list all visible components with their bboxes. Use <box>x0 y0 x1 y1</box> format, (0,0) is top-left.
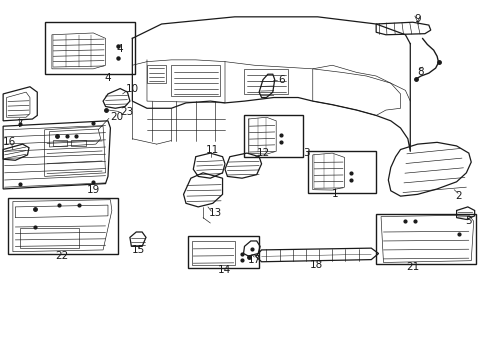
Text: 1: 1 <box>331 189 337 199</box>
Text: 17: 17 <box>247 255 260 265</box>
Text: 23: 23 <box>120 107 133 117</box>
Text: 2: 2 <box>455 191 462 201</box>
Text: 14: 14 <box>217 265 230 275</box>
Bar <box>307 151 375 193</box>
Text: 9: 9 <box>413 14 420 24</box>
Text: 12: 12 <box>256 148 269 158</box>
Text: 7: 7 <box>16 120 22 129</box>
Bar <box>44 22 135 74</box>
Text: 4: 4 <box>104 73 111 83</box>
Text: 22: 22 <box>55 251 68 261</box>
Text: 19: 19 <box>86 185 100 195</box>
Text: 3: 3 <box>303 148 309 158</box>
Bar <box>53 140 67 146</box>
Bar <box>188 235 259 268</box>
Bar <box>375 214 475 264</box>
Text: 15: 15 <box>131 245 144 255</box>
Bar <box>244 69 288 94</box>
Text: 18: 18 <box>309 260 323 270</box>
Bar <box>171 65 220 96</box>
Text: 20: 20 <box>110 112 123 122</box>
Bar <box>71 140 86 145</box>
Bar <box>8 198 118 253</box>
Text: 13: 13 <box>208 208 222 218</box>
Text: 8: 8 <box>417 67 424 77</box>
Text: 4: 4 <box>117 44 123 54</box>
Bar <box>20 228 79 248</box>
Text: 6: 6 <box>277 75 284 85</box>
Text: 5: 5 <box>465 216 471 226</box>
Text: 11: 11 <box>206 145 219 155</box>
Bar <box>191 241 234 265</box>
Text: 21: 21 <box>405 262 419 272</box>
Bar <box>244 116 303 157</box>
Text: 10: 10 <box>125 84 139 94</box>
Text: 16: 16 <box>3 138 16 147</box>
